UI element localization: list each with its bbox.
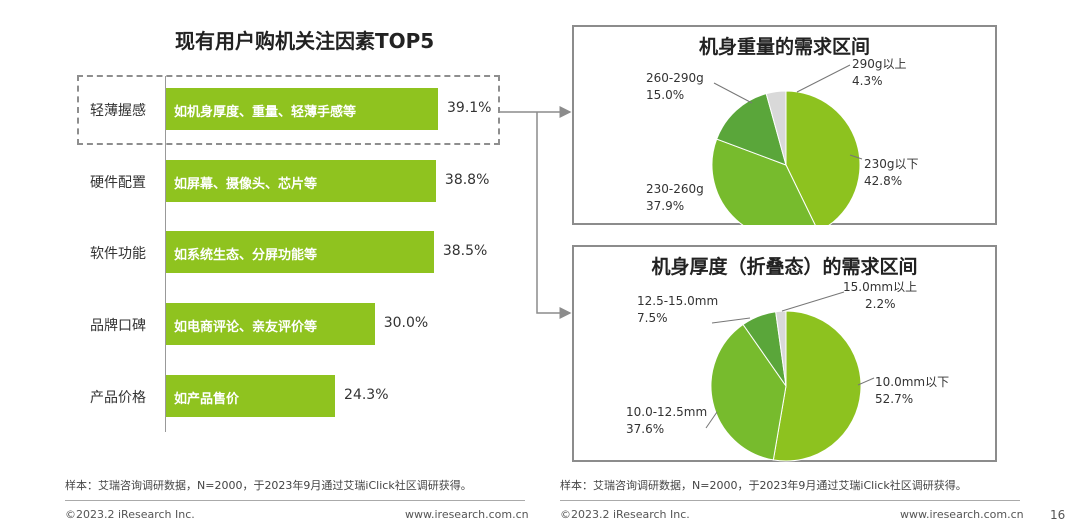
bar xyxy=(166,303,375,345)
weight-label-230down: 230g以下 42.8% xyxy=(864,157,919,188)
pie-leader-line xyxy=(705,411,718,429)
thickness-label-15up: 15.0mm以上 2.2% xyxy=(843,280,918,311)
thickness-label-10-12.5: 10.0-12.5mm 37.6% xyxy=(626,405,708,436)
bar-description-label: 如系统生态、分屏功能等 xyxy=(174,248,318,263)
pie-leader-line xyxy=(796,64,851,93)
thickness-pie-chart xyxy=(705,291,875,462)
footer-copyright-right: ©2023.2 iResearch Inc. xyxy=(560,508,690,521)
pie-leader-line xyxy=(849,154,863,160)
footer-divider-left xyxy=(65,500,525,501)
footer-copyright-left: ©2023.2 iResearch Inc. xyxy=(65,508,195,521)
pie-slice xyxy=(711,138,816,225)
highlight-dashed-box xyxy=(77,75,500,145)
arrow-to-thickness xyxy=(536,112,572,319)
bar-description-label: 如电商评论、亲友评价等 xyxy=(174,320,318,335)
weight-label-290up: 290g以上 4.3% xyxy=(852,57,907,88)
pie-leader-line xyxy=(713,82,753,104)
pie-slice xyxy=(716,93,787,166)
bar-chart-title: 现有用户购机关注因素TOP5 xyxy=(175,29,435,53)
pie-slice xyxy=(765,90,787,166)
bar-category-label: 轻薄握感 xyxy=(90,103,146,119)
sample-note-left: 样本：艾瑞咨询调研数据，N=2000，于2023年9月通过艾瑞iClick社区调… xyxy=(65,479,472,492)
bar-description-label: 如屏幕、摄像头、芯片等 xyxy=(174,177,318,192)
pie-slice xyxy=(710,323,787,461)
thickness-chart-title: 机身厚度（折叠态）的需求区间 xyxy=(651,256,918,278)
bar-category-label: 产品价格 xyxy=(90,390,146,406)
bar-category-label: 品牌口碑 xyxy=(90,318,146,334)
bar-category-label: 软件功能 xyxy=(90,246,146,262)
pie-slice xyxy=(785,90,861,225)
bar xyxy=(166,88,438,130)
bar-value-label: 38.8% xyxy=(444,172,490,188)
bar xyxy=(166,160,436,202)
bar-value-label: 30.0% xyxy=(383,315,429,331)
page-number: 16 xyxy=(1050,508,1066,522)
pie-leader-line xyxy=(857,377,875,386)
thickness-label-12.5-15: 12.5-15.0mm 7.5% xyxy=(637,294,719,325)
bar-category-label: 硬件配置 xyxy=(90,175,146,191)
bar-value-label: 38.5% xyxy=(442,243,488,259)
footer-url-right[interactable]: www.iresearch.com.cn xyxy=(900,508,1024,521)
sample-note-right: 样本：艾瑞咨询调研数据，N=2000，于2023年9月通过艾瑞iClick社区调… xyxy=(560,479,967,492)
pie-leader-line xyxy=(711,317,751,324)
bar-value-label: 24.3% xyxy=(344,387,389,403)
bar-description-label: 如机身厚度、重量、轻薄手感等 xyxy=(174,105,357,120)
footer-divider-right xyxy=(560,500,1020,501)
pie-slice xyxy=(775,310,787,387)
bar xyxy=(166,375,336,417)
bar-value-label: 39.1% xyxy=(447,100,492,116)
bar-description-label: 如产品售价 xyxy=(174,392,240,407)
weight-label-230-260: 230-260g 37.9% xyxy=(646,182,704,213)
bar xyxy=(166,231,434,273)
pie-leader-line xyxy=(781,291,845,312)
weight-label-260-290: 260-290g 15.0% xyxy=(646,71,704,102)
weight-pie-chart xyxy=(711,64,863,225)
pie-slice xyxy=(772,310,862,462)
footer-url-left[interactable]: www.iresearch.com.cn xyxy=(405,508,529,521)
thickness-label-10down: 10.0mm以下 52.7% xyxy=(875,375,950,406)
bar-axis-line xyxy=(165,76,166,432)
weight-chart-title: 机身重量的需求区间 xyxy=(698,36,870,58)
